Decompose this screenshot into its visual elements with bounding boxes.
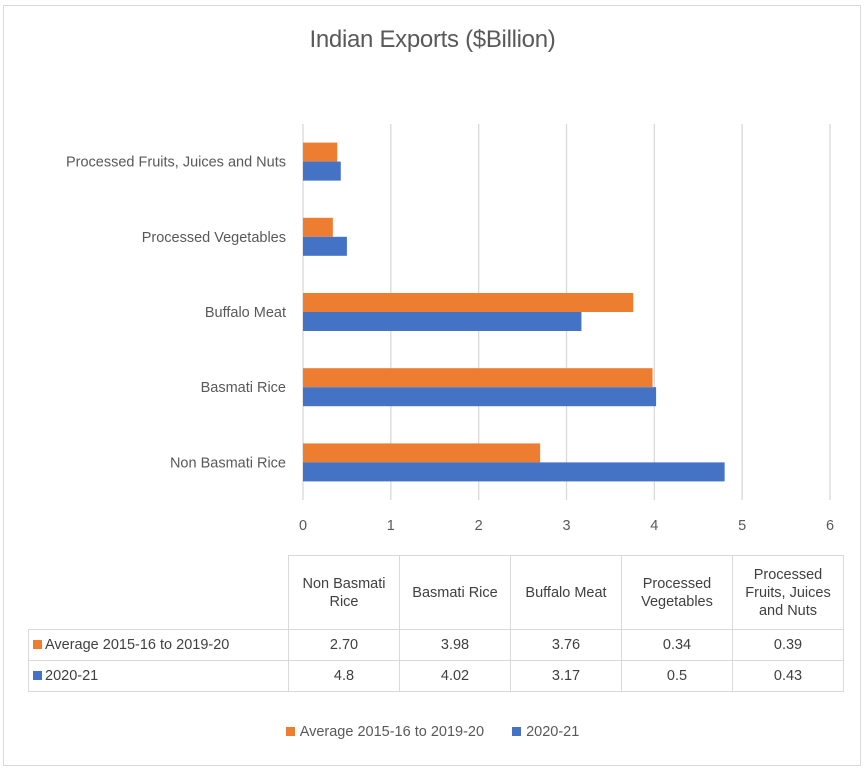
series-name: Average 2015-16 to 2019-20 — [45, 637, 230, 653]
x-tick-label: 4 — [650, 518, 658, 534]
series-name: 2020-21 — [45, 668, 99, 684]
table-cell: 0.34 — [621, 629, 733, 661]
bar-average — [303, 443, 541, 463]
table-cell: 3.76 — [510, 629, 622, 661]
legend-key-orange — [33, 640, 42, 649]
bar-2020-21 — [303, 161, 341, 181]
bar-2020-21 — [303, 236, 347, 256]
legend-key-orange — [285, 727, 295, 736]
table-cell: 2.70 — [288, 629, 400, 661]
bar-average — [303, 368, 653, 388]
table-cell: 3.17 — [510, 660, 622, 692]
table-corner — [28, 555, 289, 630]
data-table: Non Basmati Rice Basmati Rice Buffalo Me… — [28, 555, 844, 692]
bar-average — [303, 142, 338, 162]
y-category-label: Basmati Rice — [201, 380, 286, 396]
chart-legend: Average 2015-16 to 2019-20 2020-21 — [0, 724, 865, 740]
y-category-label: Non Basmati Rice — [170, 455, 286, 471]
x-tick-label: 6 — [826, 518, 834, 534]
y-category-label: Processed Vegetables — [142, 230, 286, 246]
table-header: Basmati Rice — [399, 555, 511, 630]
table-cell: 0.39 — [732, 629, 844, 661]
x-tick-label: 0 — [299, 518, 307, 534]
table-header: Processed Vegetables — [621, 555, 733, 630]
table-cell: 4.02 — [399, 660, 511, 692]
table-header-row: Non Basmati Rice Basmati Rice Buffalo Me… — [28, 555, 844, 630]
legend-item[interactable]: 2020-21 — [512, 724, 579, 740]
table-row: Average 2015-16 to 2019-20 2.70 3.98 3.7… — [28, 629, 844, 661]
bar-2020-21 — [303, 462, 725, 482]
table-header: Buffalo Meat — [510, 555, 622, 630]
table-header: Non Basmati Rice — [288, 555, 400, 630]
x-tick-label: 5 — [738, 518, 746, 534]
legend-key-blue — [33, 671, 42, 680]
table-header: Processed Fruits, Juices and Nuts — [732, 555, 844, 630]
legend-key-blue — [512, 727, 522, 736]
y-category-label: Processed Fruits, Juices and Nuts — [66, 155, 286, 171]
table-cell: 4.8 — [288, 660, 400, 692]
bar-average — [303, 293, 634, 312]
x-tick-label: 1 — [387, 518, 395, 534]
table-series-label: Average 2015-16 to 2019-20 — [28, 629, 289, 661]
x-tick-label: 2 — [475, 518, 483, 534]
bar-2020-21 — [303, 387, 657, 407]
table-cell: 0.5 — [621, 660, 733, 692]
y-category-label: Buffalo Meat — [205, 305, 286, 321]
bar-2020-21 — [303, 312, 582, 331]
legend-item[interactable]: Average 2015-16 to 2019-20 — [285, 724, 485, 740]
table-series-label: 2020-21 — [28, 660, 289, 692]
x-tick-label: 3 — [562, 518, 570, 534]
table-cell: 0.43 — [732, 660, 844, 692]
table-row: 2020-21 4.8 4.02 3.17 0.5 0.43 — [28, 660, 844, 692]
chart-title: Indian Exports ($Billion) — [309, 26, 556, 53]
table-cell: 3.98 — [399, 629, 511, 661]
legend-label: Average 2015-16 to 2019-20 — [299, 724, 485, 740]
legend-label: 2020-21 — [526, 724, 580, 740]
bar-average — [303, 217, 333, 237]
